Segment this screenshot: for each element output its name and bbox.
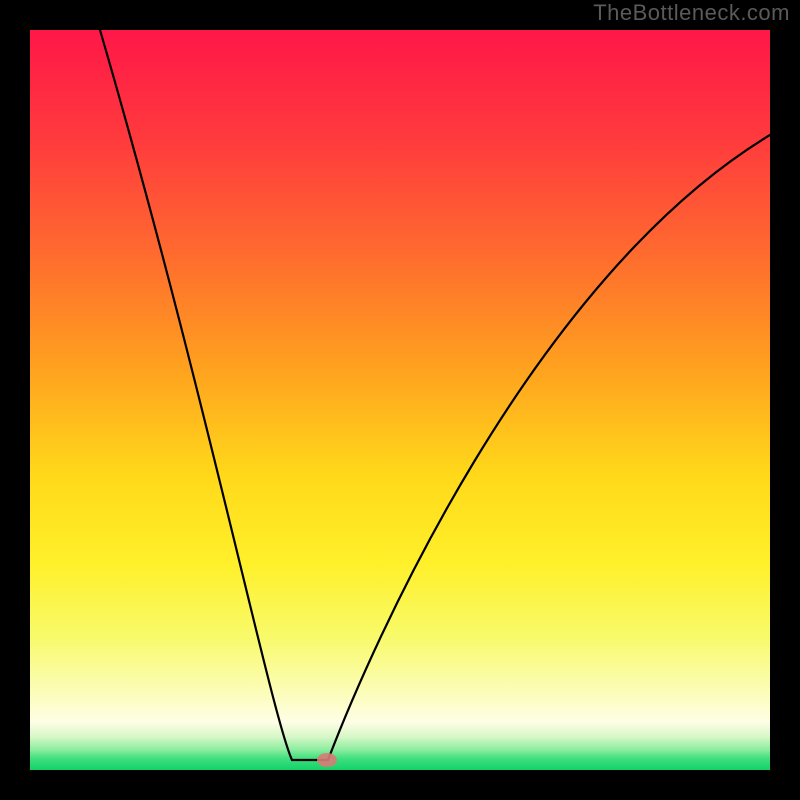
curve-path [100, 30, 770, 760]
watermark-text: TheBottleneck.com [593, 0, 790, 26]
gradient-plot-area [30, 30, 770, 770]
optimum-marker [317, 753, 337, 767]
bottleneck-curve [30, 30, 770, 770]
chart-frame: TheBottleneck.com [0, 0, 800, 800]
